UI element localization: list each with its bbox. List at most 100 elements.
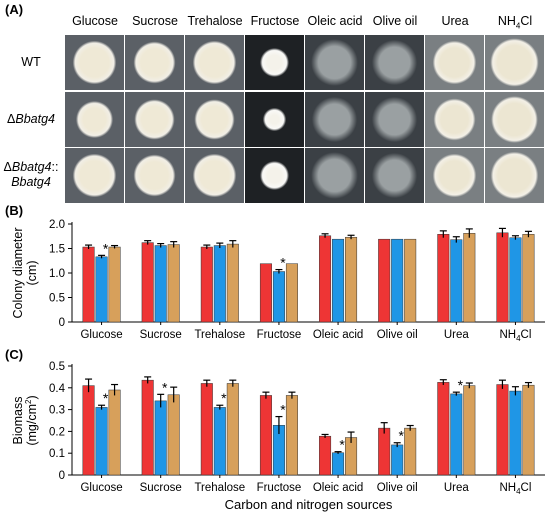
bar <box>108 389 121 476</box>
colony-photo <box>365 35 424 91</box>
colony-photo <box>125 148 184 204</box>
colony-photo <box>305 35 364 91</box>
row-label: WT <box>21 55 41 69</box>
x-tick-label: Fructose <box>257 482 302 494</box>
x-tick-label: Sucrose <box>140 482 182 494</box>
x-tick-label: Urea <box>444 482 470 494</box>
colony-photo <box>485 148 544 204</box>
bar <box>404 238 417 323</box>
x-tick-label: Glucose <box>80 482 122 494</box>
colony-photo <box>365 148 424 204</box>
bar <box>450 393 463 476</box>
bar <box>167 244 180 323</box>
y-tick-label: 0.5 <box>49 361 65 373</box>
y-tick-label: 0 <box>59 470 65 482</box>
bar <box>345 437 358 476</box>
bar <box>272 271 285 323</box>
bar <box>496 384 509 476</box>
bar <box>437 234 450 323</box>
bar <box>141 242 154 323</box>
bar <box>522 384 535 476</box>
significance-star: * <box>398 428 404 444</box>
colony-photo <box>185 91 244 147</box>
x-tick-label: Olive oil <box>377 329 418 341</box>
colony-photo <box>65 91 124 147</box>
bar <box>285 263 298 323</box>
bar <box>404 427 417 476</box>
bar <box>332 238 345 323</box>
colony-photo <box>185 35 244 91</box>
bar <box>141 379 154 476</box>
bar <box>226 243 239 323</box>
bar <box>226 383 239 476</box>
column-header: Oleic acid <box>307 14 363 28</box>
x-tick-label: Oleic acid <box>313 329 364 341</box>
bar <box>391 238 404 323</box>
bar <box>213 245 226 323</box>
bar <box>378 427 391 476</box>
x-tick-label: NH4Cl <box>499 482 531 496</box>
y-axis-unit: (mg/cm2) <box>24 395 39 445</box>
x-tick-label: Urea <box>444 329 470 341</box>
column-header: Urea <box>441 14 469 28</box>
column-header: Fructose <box>250 14 300 28</box>
column-header: Glucose <box>72 14 118 28</box>
colony-photo <box>485 35 544 91</box>
x-tick-label: NH4Cl <box>499 329 531 343</box>
bar <box>167 394 180 476</box>
colony-photo <box>305 148 364 204</box>
bar <box>154 400 167 476</box>
y-tick-label: 0.2 <box>49 426 65 438</box>
y-tick-label: 0.4 <box>49 383 66 395</box>
colony-diameter-chart: 0 0.5 1.0 1.5 2.0 Glucose Sucrose Trehalose Fruc… <box>11 219 545 343</box>
bar <box>391 444 404 476</box>
bar <box>82 385 95 476</box>
row-label: ΔBbatg4 <box>7 111 55 126</box>
bar <box>108 246 121 323</box>
column-header: Trehalose <box>187 14 243 28</box>
row-label: ΔBbatg4:: Bbatg4 <box>3 160 59 189</box>
bar <box>496 232 509 323</box>
colony-photo <box>185 148 244 204</box>
bar <box>319 235 332 323</box>
biomass-chart: 0 0.1 0.2 0.3 0.4 0.5 Glucose Sucrose Trehalose F… <box>11 361 545 512</box>
significance-star: * <box>221 390 227 406</box>
y-tick-label: 0.1 <box>49 448 65 460</box>
column-header: Sucrose <box>132 14 178 28</box>
significance-star: * <box>162 379 168 395</box>
colony-photo <box>305 91 364 147</box>
colony-photo <box>125 35 184 91</box>
significance-star: * <box>103 390 109 406</box>
bar <box>95 407 108 476</box>
bar <box>345 236 358 323</box>
colony-photo <box>425 35 484 91</box>
panel-c-label: (C) <box>5 347 24 362</box>
bar <box>95 256 108 323</box>
y-axis-label: Biomass <box>11 397 25 445</box>
x-tick-label: Trehalose <box>194 482 245 494</box>
x-tick-label: Sucrose <box>140 329 182 341</box>
colony-photo <box>425 91 484 147</box>
column-header: NH4Cl <box>497 14 533 31</box>
bar <box>437 382 450 476</box>
y-tick-label: 0.5 <box>49 293 65 305</box>
colony-photo <box>425 148 484 204</box>
significance-star: * <box>280 255 286 271</box>
colony-photo <box>245 91 304 147</box>
colony-photo <box>125 91 184 147</box>
significance-star: * <box>103 240 109 256</box>
column-header: Olive oil <box>372 14 418 28</box>
x-tick-label: Glucose <box>80 329 122 341</box>
bar <box>463 385 476 476</box>
significance-star: * <box>280 402 286 418</box>
significance-star: * <box>339 437 345 453</box>
panel-a-label: (A) <box>5 2 24 17</box>
bar <box>259 395 272 476</box>
x-axis-label: Carbon and nitrogen sources <box>225 497 393 512</box>
bar <box>200 383 213 476</box>
x-tick-label: Trehalose <box>194 329 245 341</box>
bar <box>82 246 95 323</box>
colony-photo <box>365 91 424 147</box>
bar <box>259 263 272 323</box>
bar <box>332 452 345 476</box>
